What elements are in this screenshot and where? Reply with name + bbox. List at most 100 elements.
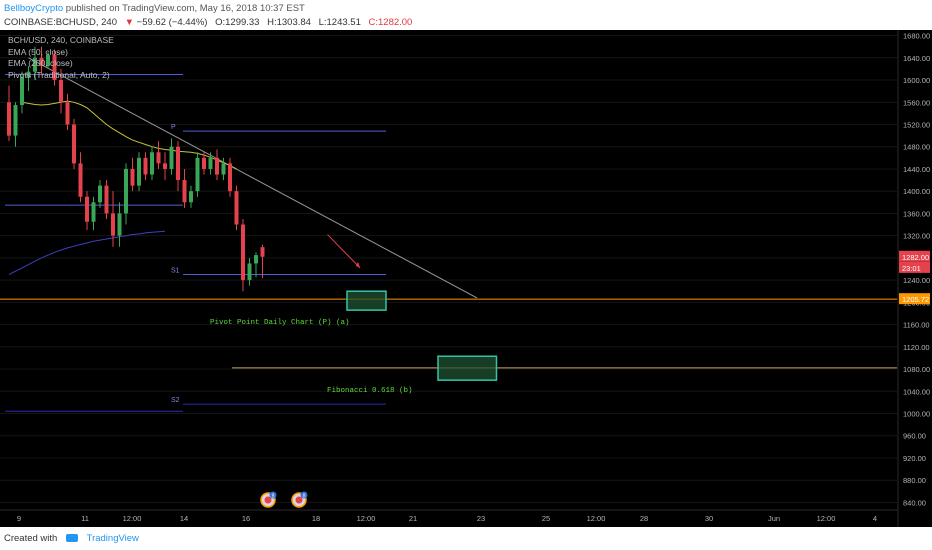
candle [169, 138, 174, 175]
candle-body [163, 163, 167, 169]
time-tick-label: 14 [180, 514, 188, 523]
time-tick-label: 12:00 [357, 514, 376, 523]
price-badge-label: 1205.72 [902, 295, 929, 304]
event-badge-core [295, 496, 303, 504]
candle [117, 202, 122, 247]
candle-body [7, 102, 11, 136]
candle [221, 157, 226, 181]
candle-body [234, 191, 239, 225]
candle-body [137, 157, 141, 186]
event-badge-count-bg [269, 491, 277, 499]
direction-arrow [327, 234, 361, 269]
price-badge-label: 23:01 [902, 264, 921, 273]
price-tick-label: 1400.00 [903, 187, 930, 196]
time-tick-label: 30 [705, 514, 713, 523]
candle [163, 152, 167, 181]
candle [7, 85, 11, 142]
chart-area[interactable] [0, 30, 932, 527]
candle-body [176, 146, 180, 181]
price-tick-label: 1520.00 [903, 120, 930, 129]
event-badge-count: 8 [302, 493, 305, 499]
event-badge-count-bg [300, 491, 308, 499]
candle-body [195, 157, 200, 192]
candle [26, 66, 31, 92]
tradingview-brand[interactable]: TradingView [86, 533, 139, 544]
candle [143, 152, 148, 181]
candle-body [208, 157, 213, 169]
time-tick-label: Jun [768, 514, 780, 523]
low-value: L:1243.51 [318, 17, 361, 28]
price-tick-label: 1480.00 [903, 143, 930, 152]
time-tick-label: 21 [409, 514, 417, 523]
time-tick-label: 9 [17, 514, 21, 523]
change-value: −59.62 (−4.44%) [136, 17, 208, 28]
legend-ema200[interactable]: EMA (200, close) [8, 58, 73, 68]
target-box [437, 355, 498, 381]
arrow-head [356, 261, 360, 268]
candle-body [98, 185, 102, 203]
candle-body [130, 168, 135, 186]
candle [111, 191, 115, 247]
tradingview-logo-icon [65, 534, 78, 543]
candle [228, 157, 232, 197]
price-tick-label: 1320.00 [903, 232, 930, 241]
candle [124, 163, 128, 225]
legend-title: BCH/USD, 240, COINBASE [8, 35, 114, 45]
price-tick-label: 1120.00 [903, 343, 930, 352]
open-value: O:1299.33 [215, 17, 260, 28]
price-tick-label: 1680.00 [903, 32, 930, 41]
close-value: C:1282.00 [368, 17, 413, 28]
time-tick-label: 23 [477, 514, 485, 523]
candle [208, 152, 213, 175]
time-tick-label: 16 [242, 514, 250, 523]
candle-body [26, 71, 31, 78]
candle [33, 46, 37, 81]
created-with-text: Created with [4, 533, 58, 544]
price-tick-label: 920.00 [903, 454, 926, 463]
time-tick-label: 11 [81, 514, 89, 523]
candle-body [91, 202, 96, 222]
candle-body [85, 196, 89, 222]
target-box [346, 290, 387, 311]
candle-body [111, 213, 115, 236]
candle-body [143, 157, 148, 175]
price-badge-bg [899, 250, 930, 262]
candle-body [221, 163, 226, 175]
candle [202, 152, 206, 175]
candle-body [104, 185, 109, 214]
legend-ema50[interactable]: EMA (50, close) [8, 46, 68, 57]
price-tick-label: 960.00 [903, 432, 926, 441]
candle-body [52, 55, 57, 81]
candle-body [241, 224, 245, 281]
price-chart[interactable]: P S1 S2 Pivot Point Daily Chart (P) (a) Fibo… [0, 30, 932, 527]
candle-body [156, 152, 161, 164]
candle-body [254, 255, 258, 264]
candle [72, 118, 76, 169]
candle-body [39, 57, 44, 67]
target-box-label: Fibonacci 0.618 (b) [327, 387, 413, 395]
candle [247, 257, 252, 286]
price-badge-bg [899, 261, 930, 273]
ohlc-header: COINBASE:BCHUSD, 240 ▼ −59.62 (−4.44%) O… [4, 17, 417, 28]
author-link[interactable]: BellboyCrypto [4, 3, 64, 14]
candle-body [169, 146, 174, 169]
candle-body [124, 168, 128, 214]
candle [215, 149, 219, 181]
candle [65, 93, 70, 131]
candle-body [78, 163, 83, 197]
legend-pivots[interactable]: Pivots (Traditional, Auto, 2) [8, 69, 110, 80]
event-badge-core [264, 496, 272, 504]
price-axis: 1680.00 1640.00 1600.00 1560.00 1520.00 1480.… [897, 30, 930, 527]
candle [241, 218, 245, 292]
price-tick-label: 1440.00 [903, 165, 930, 174]
candle [52, 49, 57, 86]
time-tick-label: 12:00 [817, 514, 836, 523]
candle [20, 71, 24, 114]
ema50-line [21, 100, 237, 170]
candle [176, 141, 180, 192]
candle [104, 180, 109, 219]
candle-body [20, 77, 24, 106]
candle-body [189, 191, 193, 203]
candle [46, 52, 50, 69]
price-tick-label: 1560.00 [903, 98, 930, 107]
